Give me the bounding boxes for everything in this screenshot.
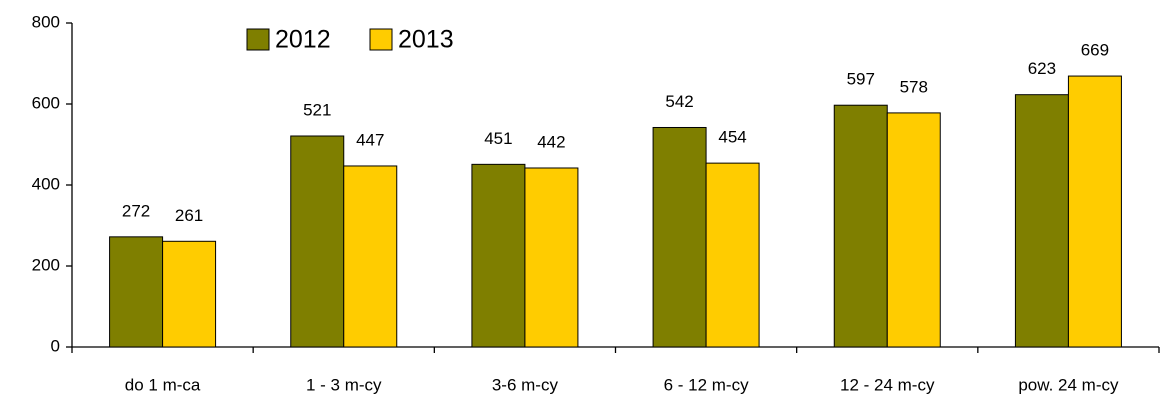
value-label: 272 [122, 201, 150, 220]
legend-label: 2013 [398, 26, 454, 54]
bar [1067, 75, 1122, 348]
y-tick-label: 800 [32, 12, 60, 31]
y-tick-label: 400 [32, 174, 60, 193]
value-label: 454 [718, 128, 746, 147]
x-tick-label: 3-6 m-cy [492, 375, 559, 394]
bar [833, 104, 888, 348]
bar [1014, 94, 1069, 348]
bar [109, 236, 164, 348]
y-tick-label: 200 [32, 255, 60, 274]
bar [471, 163, 526, 348]
legend-label: 2012 [275, 26, 331, 54]
x-tick-label: 6 - 12 m-cy [664, 375, 750, 394]
bar [290, 135, 345, 348]
x-tick-label: 12 - 24 m-cy [840, 375, 935, 394]
value-label: 521 [303, 100, 331, 119]
legend-swatch [246, 28, 270, 51]
y-tick-label: 0 [51, 336, 60, 355]
bar [886, 112, 941, 348]
bar [162, 240, 217, 348]
value-label: 597 [847, 70, 875, 89]
value-label: 261 [175, 206, 203, 225]
x-tick-label: do 1 m-ca [125, 375, 201, 394]
legend-swatch [369, 28, 393, 51]
value-label: 669 [1081, 41, 1109, 60]
bar [652, 126, 707, 348]
y-tick-label: 600 [32, 93, 60, 112]
bar [705, 162, 760, 348]
bar [343, 165, 398, 348]
value-label: 442 [537, 132, 565, 151]
bar [524, 167, 579, 348]
value-label: 542 [665, 92, 693, 111]
value-label: 447 [356, 130, 384, 149]
value-label: 623 [1028, 59, 1056, 78]
x-tick-label: 1 - 3 m-cy [306, 375, 382, 394]
x-tick-label: pow. 24 m-cy [1018, 375, 1119, 394]
value-label: 578 [900, 77, 928, 96]
value-label: 451 [484, 129, 512, 148]
